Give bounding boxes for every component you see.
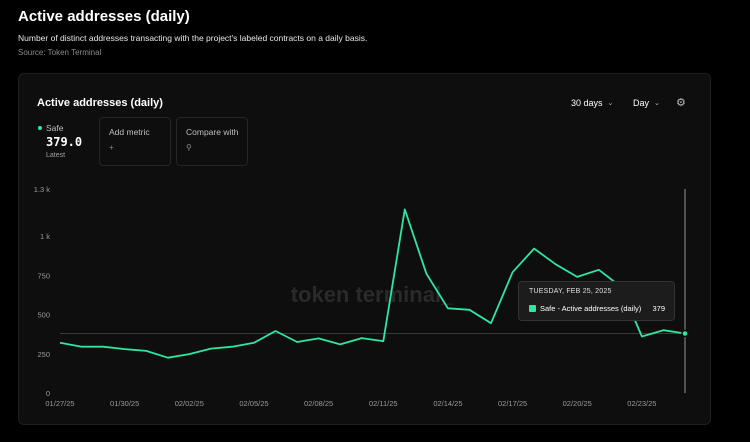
gear-icon[interactable]: ⚙ <box>676 97 686 109</box>
add-metric-button[interactable]: Add metric + <box>99 117 171 166</box>
page-subtitle: Number of distinct addresses transacting… <box>18 33 368 43</box>
watermark: token terminal_ <box>291 282 454 307</box>
x-tick-label: 02/23/25 <box>627 399 656 408</box>
y-tick-label: 1.3 k <box>34 185 51 194</box>
x-tick-label: 02/14/25 <box>433 399 462 408</box>
y-tick-label: 750 <box>37 271 50 280</box>
series-color-dot <box>38 126 42 130</box>
y-tick-label: 1 k <box>40 232 50 241</box>
chart-tooltip: TUESDAY, FEB 25, 2025 Safe - Active addr… <box>518 281 675 321</box>
y-tick-label: 250 <box>37 350 50 359</box>
chevron-down-icon: ⌄ <box>607 100 614 107</box>
card-title: Active addresses (daily) <box>37 97 163 109</box>
search-icon: ⚲ <box>186 143 192 152</box>
metric-safe[interactable]: Safe 379.0 Latest <box>37 117 94 166</box>
x-tick-label: 01/30/25 <box>110 399 139 408</box>
interval-label: Day <box>633 98 650 108</box>
plus-icon: + <box>109 143 114 152</box>
range-dropdown[interactable]: 30 days ⌄ <box>571 98 613 108</box>
y-tick-label: 500 <box>37 311 50 320</box>
tooltip-series-name: Safe - Active addresses (daily) <box>540 304 642 313</box>
x-tick-label: 02/20/25 <box>563 399 592 408</box>
metric-safe-sub: Latest <box>46 152 66 159</box>
page-source: Source: Token Terminal <box>18 48 102 57</box>
series-line-safe <box>59 208 686 359</box>
metric-safe-value: 379.0 <box>46 135 83 149</box>
x-tick-label: 02/08/25 <box>304 399 333 408</box>
x-tick-label: 02/11/25 <box>369 399 398 408</box>
range-label: 30 days <box>571 98 603 108</box>
page-title: Active addresses (daily) <box>18 8 190 25</box>
chevron-down-icon: ⌄ <box>654 100 660 107</box>
compare-with-button[interactable]: Compare with ⚲ <box>176 117 248 166</box>
interval-dropdown[interactable]: Day ⌄ <box>633 98 660 108</box>
compare-with-label: Compare with <box>186 127 239 137</box>
highlighted-point <box>681 329 689 338</box>
x-tick-label: 02/17/25 <box>498 399 527 408</box>
y-tick-label: 0 <box>46 389 50 398</box>
tooltip-date: TUESDAY, FEB 25, 2025 <box>529 288 612 295</box>
x-tick-label: 02/02/25 <box>175 399 204 408</box>
tooltip-series-swatch <box>529 305 536 312</box>
chart-card: Active addresses (daily) 30 days ⌄ Day ⌄… <box>18 73 711 425</box>
tooltip-value: 379 <box>652 304 665 313</box>
x-tick-label: 01/27/25 <box>45 399 74 408</box>
add-metric-label: Add metric <box>109 127 150 137</box>
x-tick-label: 02/05/25 <box>239 399 268 408</box>
metric-safe-label: Safe <box>46 123 64 133</box>
